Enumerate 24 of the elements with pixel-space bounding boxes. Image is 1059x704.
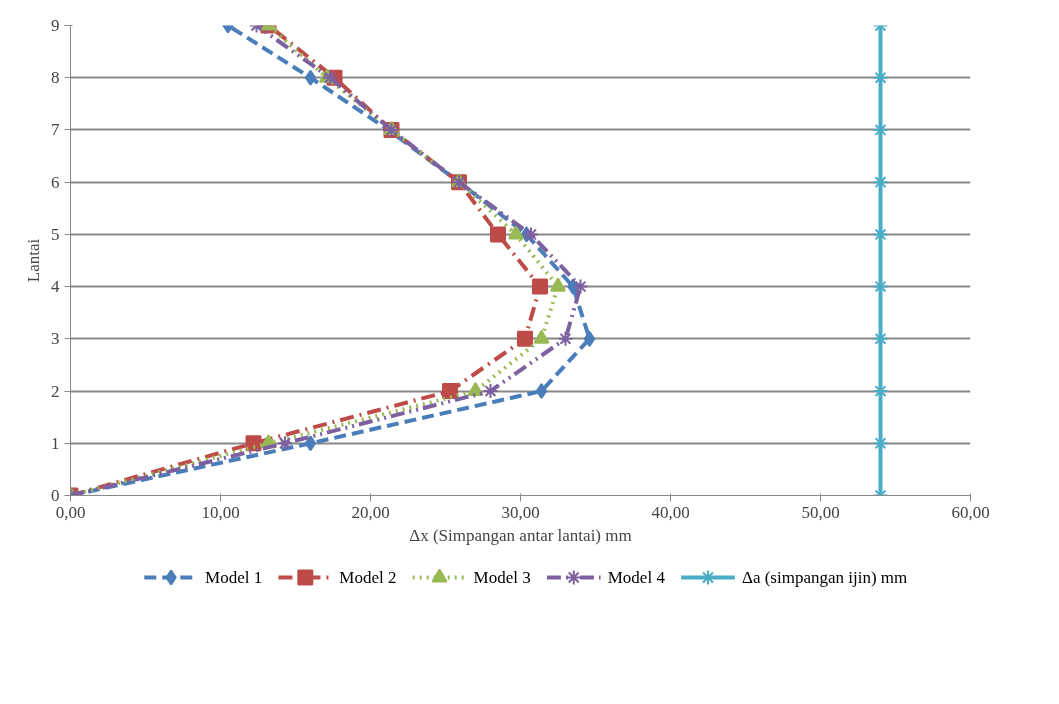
- legend-label: Model 4: [607, 568, 666, 587]
- y-tick-label: 9: [51, 16, 60, 35]
- y-tick-label: 1: [51, 433, 60, 453]
- y-tick-label: 5: [51, 224, 60, 244]
- y-tick-label: 4: [51, 277, 60, 297]
- x-tick-label: 60,00: [951, 502, 990, 522]
- legend-label: Δa (simpangan ijin) mm: [741, 568, 908, 587]
- x-tick-label: 10,00: [201, 502, 240, 522]
- x-tick-label: 50,00: [801, 502, 840, 522]
- x-tick-label: 40,00: [651, 502, 690, 522]
- x-tick-label: 0,00: [55, 502, 86, 522]
- y-tick-label: 0: [51, 486, 60, 505]
- legend-label: Model 1: [205, 568, 263, 587]
- y-tick-label: 6: [51, 172, 60, 192]
- y-tick-label: 8: [51, 68, 60, 88]
- x-tick-label: 20,00: [351, 502, 390, 522]
- y-tick-label: 3: [51, 329, 60, 349]
- x-tick-label: 30,00: [501, 502, 540, 522]
- legend-label: Model 3: [473, 568, 531, 587]
- legend-label: Model 2: [339, 568, 397, 587]
- y-tick-label: 7: [51, 120, 60, 140]
- y-axis-title: Lantai: [24, 238, 43, 283]
- x-axis-title: Δx (Simpangan antar lantai) mm: [409, 525, 632, 545]
- y-tick-label: 2: [51, 381, 60, 401]
